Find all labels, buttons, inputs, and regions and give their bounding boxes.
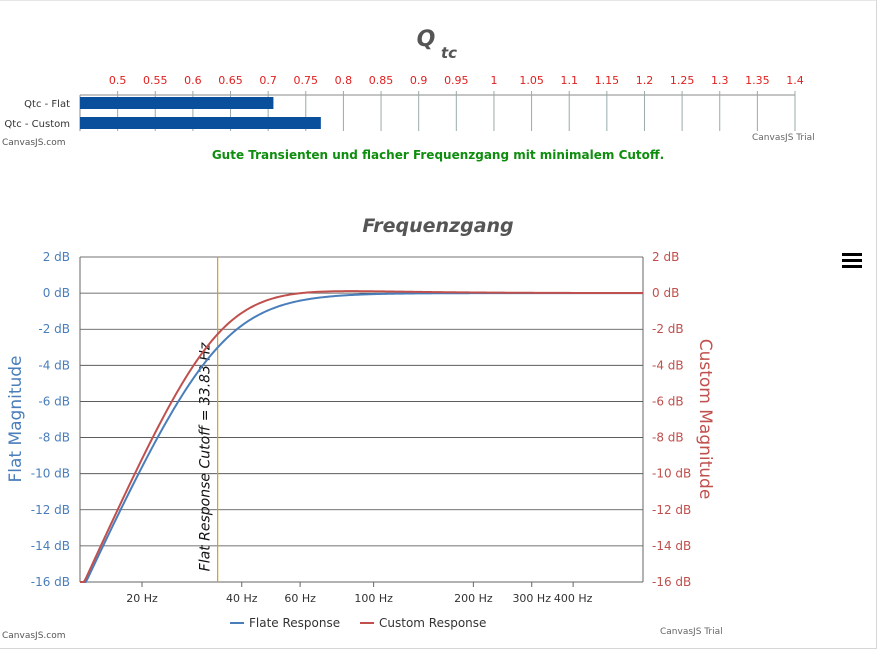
y-left-tick-label: -10 dB (31, 467, 70, 481)
bar-chart-title-subscript: tc (441, 44, 457, 62)
bar-x-tick-label: 1 (490, 74, 497, 87)
bar-category-label: Qtc - Custom (4, 119, 70, 130)
y-right-tick-label: 0 dB (652, 286, 679, 300)
y-right-tick-label: -16 dB (652, 575, 691, 589)
canvasjs-credit: CanvasJS.com (2, 138, 65, 148)
legend-label: Flate Response (249, 616, 340, 630)
bar-qtc-flat (80, 97, 274, 109)
bar-x-tick-label: 1.1 (560, 74, 578, 87)
bar-chart-title: Q (417, 27, 436, 52)
y-right-tick-label: -2 dB (652, 322, 684, 336)
y-right-tick-label: -12 dB (652, 503, 691, 517)
bar-x-tick-label: 0.9 (410, 74, 428, 87)
bar-x-tick-label: 0.75 (294, 74, 319, 87)
result-message: Gute Transienten und flacher Frequenzgan… (211, 148, 665, 162)
y-left-tick-label: 2 dB (43, 250, 70, 264)
bar-x-tick-label: 1.05 (519, 74, 544, 87)
x-tick-label: 200 Hz (454, 592, 493, 605)
bar-x-tick-label: 1.4 (786, 74, 804, 87)
x-tick-label: 400 Hz (554, 592, 593, 605)
bar-x-tick-label: 1.15 (595, 74, 620, 87)
canvasjs-trial-watermark: CanvasJS Trial (752, 133, 815, 143)
x-tick-label: 100 Hz (354, 592, 393, 605)
bar-x-tick-label: 0.6 (184, 74, 202, 87)
series-line-custom (80, 290, 644, 583)
bar-category-label: Qtc - Flat (24, 99, 70, 110)
x-tick-label: 40 Hz (226, 592, 258, 605)
canvasjs-trial-watermark: CanvasJS Trial (660, 627, 723, 637)
bar-x-tick-label: 0.5 (109, 74, 127, 87)
x-tick-label: 300 Hz (512, 592, 551, 605)
y-right-tick-label: 2 dB (652, 250, 679, 264)
y-left-tick-label: -2 dB (38, 322, 70, 336)
y-right-tick-label: -10 dB (652, 467, 691, 481)
cutoff-label: Flat Response Cutoff = 33.83 Hz (198, 342, 214, 571)
y-right-tick-label: -6 dB (652, 394, 684, 408)
y-left-tick-label: -16 dB (31, 575, 70, 589)
y-left-axis-title: Flat Magnitude (6, 355, 26, 482)
bar-x-tick-label: 0.95 (444, 74, 469, 87)
y-left-tick-label: -12 dB (31, 503, 70, 517)
bar-x-tick-label: 0.8 (335, 74, 353, 87)
y-left-tick-label: -6 dB (38, 394, 70, 408)
y-right-axis-title: Custom Magnitude (695, 339, 715, 500)
y-right-tick-label: -14 dB (652, 539, 691, 553)
line-chart-title: Frequenzgang (362, 215, 513, 237)
bar-x-tick-label: 0.65 (218, 74, 243, 87)
bar-x-tick-label: 1.35 (745, 74, 770, 87)
y-left-tick-label: -4 dB (38, 358, 70, 372)
x-tick-label: 60 Hz (284, 592, 316, 605)
bar-qtc-custom (80, 117, 321, 129)
canvasjs-credit: CanvasJS.com (2, 631, 65, 641)
bar-x-tick-label: 1.25 (670, 74, 695, 87)
y-right-tick-label: -8 dB (652, 431, 684, 445)
bar-x-tick-label: 0.85 (369, 74, 394, 87)
bar-x-tick-label: 1.2 (636, 74, 654, 87)
bar-x-tick-label: 0.55 (143, 74, 168, 87)
hamburger-menu-icon[interactable] (840, 250, 864, 274)
y-left-tick-label: -8 dB (38, 431, 70, 445)
y-right-tick-label: -4 dB (652, 358, 684, 372)
bar-x-tick-label: 1.3 (711, 74, 729, 87)
legend-label: Custom Response (379, 616, 486, 630)
y-left-tick-label: -14 dB (31, 539, 70, 553)
x-tick-label: 20 Hz (126, 592, 158, 605)
bar-x-tick-label: 0.7 (259, 74, 277, 87)
y-left-tick-label: 0 dB (43, 286, 70, 300)
